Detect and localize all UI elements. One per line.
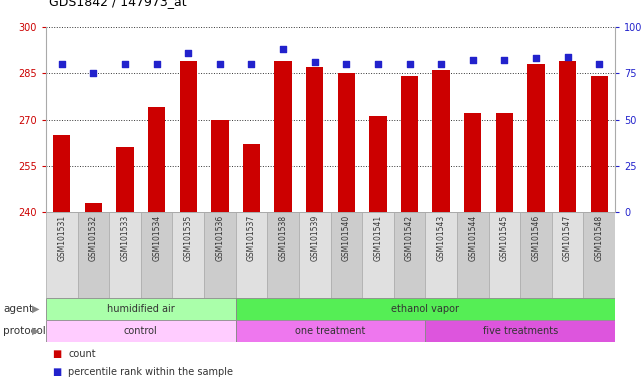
Bar — [457, 212, 488, 298]
Bar — [306, 67, 324, 212]
Text: GSM101532: GSM101532 — [89, 215, 98, 261]
Bar — [338, 73, 355, 212]
Bar — [211, 119, 229, 212]
Bar — [267, 212, 299, 298]
Text: ▶: ▶ — [32, 326, 40, 336]
Text: GSM101540: GSM101540 — [342, 215, 351, 261]
Bar — [426, 212, 457, 298]
Text: GSM101534: GSM101534 — [152, 215, 161, 261]
Point — [562, 53, 572, 60]
Text: GSM101531: GSM101531 — [57, 215, 66, 261]
Point — [310, 59, 320, 65]
Text: GSM101536: GSM101536 — [215, 215, 224, 261]
Text: GSM101535: GSM101535 — [184, 215, 193, 261]
Point — [56, 61, 67, 67]
Bar — [369, 116, 387, 212]
Bar — [488, 212, 520, 298]
Bar — [331, 212, 362, 298]
Bar — [528, 64, 545, 212]
Bar — [148, 107, 165, 212]
Point — [594, 61, 604, 67]
Text: GSM101541: GSM101541 — [374, 215, 383, 261]
Point — [246, 61, 256, 67]
Bar — [53, 135, 71, 212]
Point — [531, 55, 541, 61]
Bar — [172, 212, 204, 298]
Text: GSM101542: GSM101542 — [405, 215, 414, 261]
Text: GSM101533: GSM101533 — [121, 215, 129, 261]
Text: GSM101545: GSM101545 — [500, 215, 509, 261]
Bar — [46, 298, 236, 320]
Text: ▶: ▶ — [32, 304, 40, 314]
Text: GSM101538: GSM101538 — [279, 215, 288, 261]
Text: GSM101546: GSM101546 — [531, 215, 540, 261]
Text: protocol: protocol — [3, 326, 46, 336]
Bar — [401, 76, 418, 212]
Bar — [299, 212, 331, 298]
Bar — [433, 70, 450, 212]
Text: ■: ■ — [53, 367, 62, 377]
Text: GSM101547: GSM101547 — [563, 215, 572, 261]
Point — [215, 61, 225, 67]
Text: GSM101537: GSM101537 — [247, 215, 256, 261]
Bar — [394, 212, 426, 298]
Bar — [85, 203, 102, 212]
Bar — [236, 320, 426, 342]
Text: GSM101539: GSM101539 — [310, 215, 319, 261]
Text: GSM101543: GSM101543 — [437, 215, 445, 261]
Bar — [243, 144, 260, 212]
Point — [183, 50, 194, 56]
Text: GSM101544: GSM101544 — [468, 215, 478, 261]
Bar — [46, 320, 236, 342]
Bar — [78, 212, 109, 298]
Point — [404, 61, 415, 67]
Bar — [236, 212, 267, 298]
Bar — [559, 61, 576, 212]
Bar — [552, 212, 583, 298]
Bar — [109, 212, 141, 298]
Point — [278, 46, 288, 52]
Text: agent: agent — [3, 304, 33, 314]
Bar — [495, 113, 513, 212]
Point — [151, 61, 162, 67]
Text: ■: ■ — [53, 349, 62, 359]
Text: GSM101548: GSM101548 — [595, 215, 604, 261]
Bar — [46, 212, 78, 298]
Text: count: count — [69, 349, 96, 359]
Bar — [583, 212, 615, 298]
Bar — [426, 320, 615, 342]
Bar — [116, 147, 134, 212]
Bar — [179, 61, 197, 212]
Bar — [362, 212, 394, 298]
Bar — [590, 76, 608, 212]
Bar — [464, 113, 481, 212]
Point — [88, 70, 99, 76]
Text: control: control — [124, 326, 158, 336]
Point — [341, 61, 351, 67]
Point — [468, 57, 478, 63]
Point — [499, 57, 510, 63]
Bar — [520, 212, 552, 298]
Point — [373, 61, 383, 67]
Text: five treatments: five treatments — [483, 326, 558, 336]
Text: humidified air: humidified air — [107, 304, 175, 314]
Text: percentile rank within the sample: percentile rank within the sample — [69, 367, 233, 377]
Text: one treatment: one treatment — [296, 326, 365, 336]
Bar — [236, 298, 615, 320]
Bar — [141, 212, 172, 298]
Bar — [204, 212, 236, 298]
Text: ethanol vapor: ethanol vapor — [392, 304, 460, 314]
Text: GDS1842 / 147973_at: GDS1842 / 147973_at — [49, 0, 187, 8]
Bar — [274, 61, 292, 212]
Point — [120, 61, 130, 67]
Point — [436, 61, 446, 67]
